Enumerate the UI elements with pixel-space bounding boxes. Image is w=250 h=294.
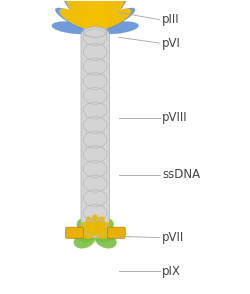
Ellipse shape xyxy=(88,25,108,54)
Ellipse shape xyxy=(74,232,95,248)
Ellipse shape xyxy=(84,127,106,148)
Ellipse shape xyxy=(84,57,105,79)
Ellipse shape xyxy=(85,57,106,79)
Ellipse shape xyxy=(85,85,106,107)
Ellipse shape xyxy=(81,222,96,236)
FancyBboxPatch shape xyxy=(81,31,109,234)
Ellipse shape xyxy=(84,140,105,162)
Ellipse shape xyxy=(85,8,107,36)
Ellipse shape xyxy=(85,30,106,51)
Ellipse shape xyxy=(94,219,113,239)
Ellipse shape xyxy=(86,0,98,30)
Ellipse shape xyxy=(82,25,102,54)
Ellipse shape xyxy=(84,155,106,176)
Ellipse shape xyxy=(78,228,95,238)
Ellipse shape xyxy=(95,226,117,242)
FancyBboxPatch shape xyxy=(107,227,125,238)
Ellipse shape xyxy=(86,14,108,42)
Ellipse shape xyxy=(87,19,108,48)
Ellipse shape xyxy=(84,85,105,107)
Ellipse shape xyxy=(52,21,95,34)
Ellipse shape xyxy=(95,0,128,31)
Ellipse shape xyxy=(77,219,96,239)
Ellipse shape xyxy=(84,183,106,203)
Ellipse shape xyxy=(84,168,105,189)
Ellipse shape xyxy=(84,127,106,148)
Ellipse shape xyxy=(95,8,135,31)
Ellipse shape xyxy=(55,8,95,31)
Ellipse shape xyxy=(95,0,124,29)
Ellipse shape xyxy=(59,9,95,29)
Ellipse shape xyxy=(66,0,96,29)
Text: pVIII: pVIII xyxy=(162,111,188,124)
Ellipse shape xyxy=(95,228,112,238)
Ellipse shape xyxy=(84,72,106,93)
Ellipse shape xyxy=(84,17,106,38)
Ellipse shape xyxy=(84,113,105,134)
Ellipse shape xyxy=(83,19,103,48)
Ellipse shape xyxy=(83,228,108,238)
Ellipse shape xyxy=(84,17,106,38)
Ellipse shape xyxy=(95,21,138,34)
Text: pVI: pVI xyxy=(162,37,181,50)
Ellipse shape xyxy=(94,0,117,30)
Ellipse shape xyxy=(84,210,106,231)
Ellipse shape xyxy=(92,0,105,28)
Text: pIII: pIII xyxy=(162,13,180,26)
Text: ssDNA: ssDNA xyxy=(162,168,200,181)
FancyBboxPatch shape xyxy=(66,227,84,238)
Ellipse shape xyxy=(95,232,116,248)
Ellipse shape xyxy=(84,30,105,51)
Ellipse shape xyxy=(74,226,95,242)
Ellipse shape xyxy=(74,0,96,30)
Ellipse shape xyxy=(92,213,108,237)
Ellipse shape xyxy=(91,215,100,235)
Ellipse shape xyxy=(84,72,106,93)
Ellipse shape xyxy=(85,168,106,189)
Ellipse shape xyxy=(84,45,106,66)
Ellipse shape xyxy=(93,0,105,30)
Ellipse shape xyxy=(84,27,107,37)
Ellipse shape xyxy=(84,195,105,217)
Ellipse shape xyxy=(95,9,131,29)
Ellipse shape xyxy=(84,210,106,231)
Ellipse shape xyxy=(83,14,104,42)
Ellipse shape xyxy=(85,113,106,134)
Ellipse shape xyxy=(89,211,102,237)
Ellipse shape xyxy=(83,213,98,237)
Text: pIX: pIX xyxy=(162,265,181,278)
Ellipse shape xyxy=(84,155,106,176)
Ellipse shape xyxy=(94,0,115,28)
Ellipse shape xyxy=(84,183,106,203)
Ellipse shape xyxy=(85,140,106,162)
Ellipse shape xyxy=(86,217,97,235)
Ellipse shape xyxy=(94,217,104,235)
Text: pVII: pVII xyxy=(162,231,184,244)
Ellipse shape xyxy=(95,222,110,236)
Ellipse shape xyxy=(84,45,106,66)
Ellipse shape xyxy=(63,0,96,31)
Ellipse shape xyxy=(83,8,105,36)
Ellipse shape xyxy=(84,100,106,121)
Ellipse shape xyxy=(75,0,96,28)
Ellipse shape xyxy=(84,100,106,121)
Ellipse shape xyxy=(86,0,98,28)
Ellipse shape xyxy=(85,195,106,217)
